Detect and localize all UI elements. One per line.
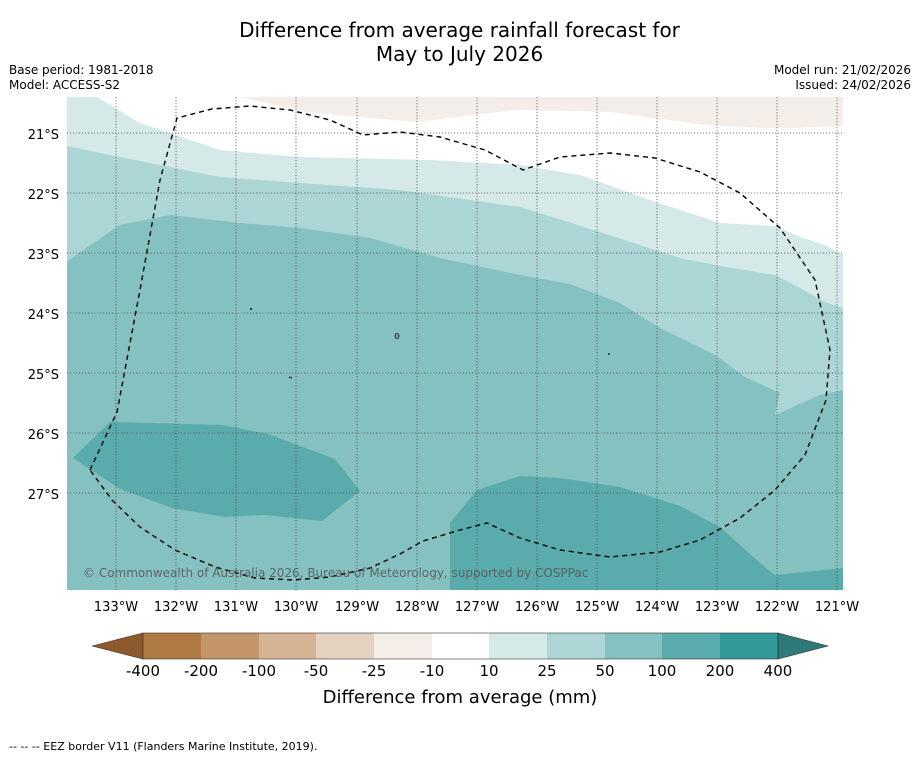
colorbar-tick-label: -50 xyxy=(304,662,329,680)
island-marker xyxy=(394,333,400,339)
colorbar-swatch xyxy=(605,633,662,659)
colorbar-tick-label: 400 xyxy=(764,662,793,680)
title-line-2: May to July 2026 xyxy=(375,42,544,66)
colorbar-extend-max xyxy=(777,632,830,660)
lon-label: 127°W xyxy=(455,600,499,615)
map-plot-area: © Commonwealth of Australia 2026, Bureau… xyxy=(67,97,843,590)
issued-date: Issued: 24/02/2026 xyxy=(795,78,911,92)
model-run: Model run: 21/02/2026 xyxy=(773,63,911,77)
colorbar-tick-label: -400 xyxy=(126,662,160,680)
colorbar-swatch xyxy=(720,633,778,659)
colorbar-swatch xyxy=(489,633,547,659)
graticule xyxy=(67,97,843,590)
lon-label: 130°W xyxy=(274,600,318,615)
colorbar-tick-label: -100 xyxy=(242,662,276,680)
longitude-labels: 133°W 132°W 131°W 130°W 129°W 128°W 127°… xyxy=(94,600,859,615)
lat-label: 24°S xyxy=(28,308,59,323)
lon-label: 121°W xyxy=(815,600,859,615)
lat-label: 21°S xyxy=(28,128,59,143)
latitude-labels: 21°S 22°S 23°S 24°S 25°S 26°S 27°S xyxy=(28,128,59,503)
eez-footnote: -- -- -- EEZ border V11 (Flanders Marine… xyxy=(9,740,318,753)
meta-right: Model run: 21/02/2026 Issued: 24/02/2026 xyxy=(774,63,911,93)
colorbar: -400 -200 -100 -50 -25 -10 10 25 50 100 … xyxy=(91,632,830,708)
lat-label: 23°S xyxy=(28,248,59,263)
colorbar-swatch xyxy=(259,633,316,659)
rainfall-map-figure: © Commonwealth of Australia 2026, Bureau… xyxy=(28,97,859,708)
eez-border xyxy=(89,105,831,581)
island-marker xyxy=(288,376,293,379)
lon-label: 133°W xyxy=(94,600,138,615)
contour-neg10 xyxy=(240,97,843,128)
colorbar-swatch xyxy=(316,633,374,659)
colorbar-tick-label: 100 xyxy=(648,662,677,680)
base-period: Base period: 1981-2018 xyxy=(9,63,154,77)
lon-label: 125°W xyxy=(575,600,619,615)
colorbar-tick-label: 10 xyxy=(479,662,498,680)
colorbar-swatch xyxy=(143,633,201,659)
colorbar-extend-min xyxy=(91,632,144,660)
lon-label: 126°W xyxy=(515,600,559,615)
colorbar-swatch xyxy=(374,633,432,659)
model-name: Model: ACCESS-S2 xyxy=(9,78,121,92)
colorbar-swatch xyxy=(432,633,489,659)
island-marker xyxy=(250,308,252,310)
lon-label: 132°W xyxy=(154,600,198,615)
contour-pos100-west xyxy=(73,422,360,521)
colorbar-swatch xyxy=(547,633,605,659)
contour-pos100-south xyxy=(450,476,843,590)
colorbar-tick-label: 200 xyxy=(706,662,735,680)
colorbar-tick-label: 25 xyxy=(537,662,556,680)
lat-label: 22°S xyxy=(28,188,59,203)
lat-label: 26°S xyxy=(28,428,59,443)
colorbar-tick-label: -10 xyxy=(420,662,445,680)
contour-pos50-sw-corner xyxy=(67,569,118,590)
colorbar-swatch xyxy=(201,633,259,659)
colorbar-tick-label: -200 xyxy=(184,662,218,680)
lon-label: 129°W xyxy=(335,600,379,615)
colorbar-tick-label: 50 xyxy=(595,662,614,680)
colorbar-outline xyxy=(142,632,779,660)
lon-label: 123°W xyxy=(695,600,739,615)
map-title: Difference from average rainfall forecas… xyxy=(0,18,919,66)
meta-left: Base period: 1981-2018 Model: ACCESS-S2 xyxy=(9,63,154,93)
island-marker xyxy=(608,353,610,355)
lon-label: 124°W xyxy=(635,600,679,615)
colorbar-tick-label: -25 xyxy=(362,662,387,680)
lon-label: 128°W xyxy=(395,600,439,615)
colorbar-swatch xyxy=(662,633,720,659)
lon-label: 122°W xyxy=(755,600,799,615)
lat-label: 25°S xyxy=(28,368,59,383)
lon-label: 131°W xyxy=(214,600,258,615)
lat-label: 27°S xyxy=(28,488,59,503)
copyright-text: © Commonwealth of Australia 2026, Bureau… xyxy=(83,566,588,580)
title-line-1: Difference from average rainfall forecas… xyxy=(239,18,680,42)
colorbar-title: Difference from average (mm) xyxy=(323,687,598,708)
